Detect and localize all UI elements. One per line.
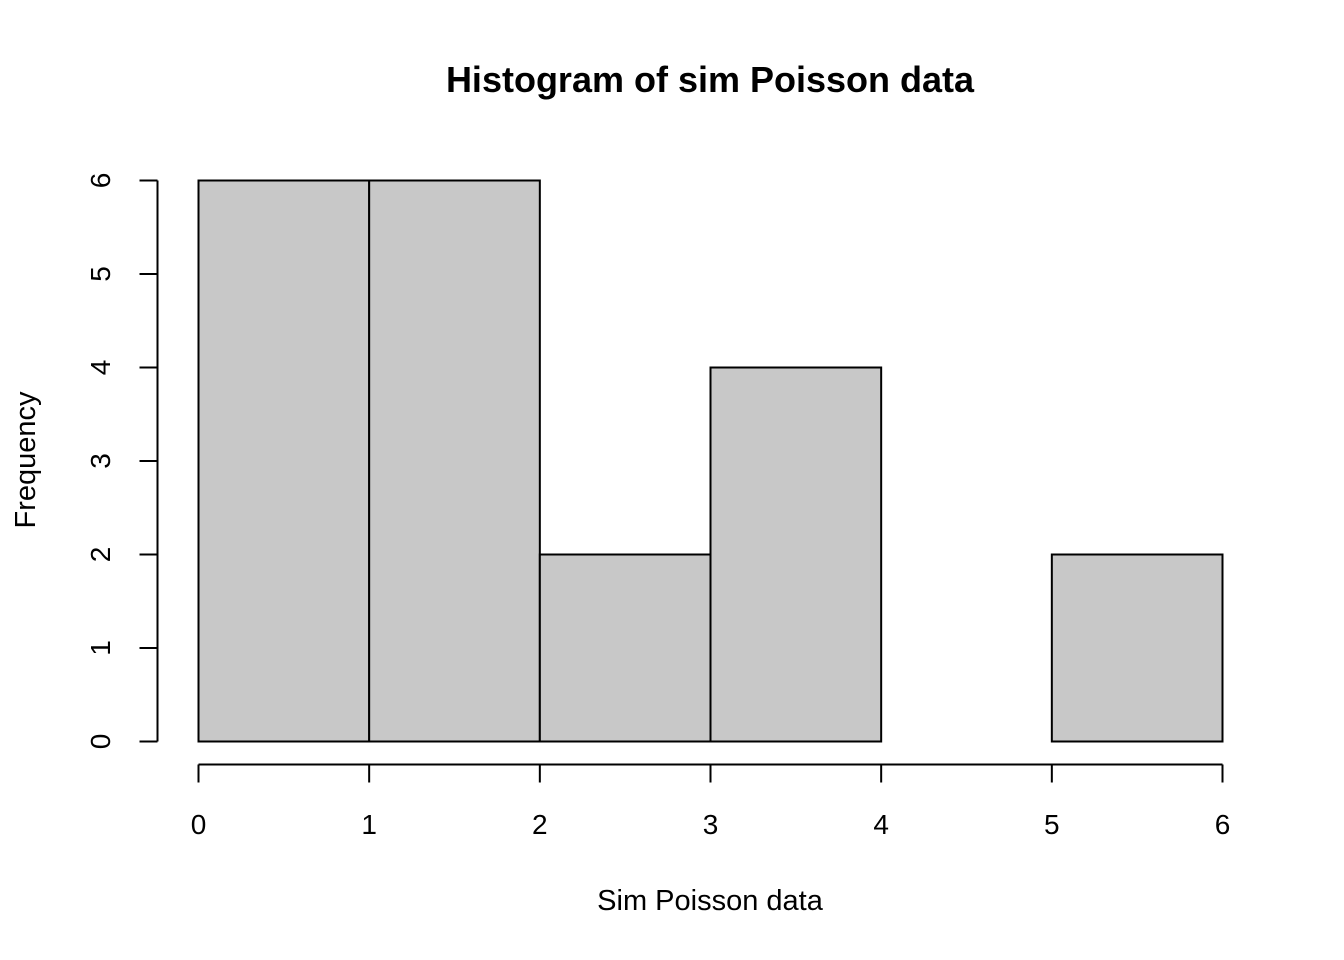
x-tick-label: 0 [191,809,207,840]
y-tick-label: 2 [85,547,116,563]
y-tick-label: 1 [85,640,116,656]
histogram-bar [368,179,541,743]
y-tick-label: 3 [85,453,116,469]
histogram-bar [709,366,883,743]
x-tick-label: 4 [873,809,889,840]
x-tick-label: 6 [1215,809,1231,840]
y-axis-label: Frequency [10,391,42,529]
y-tick-label: 5 [85,266,116,282]
chart-title: Histogram of sim Poisson data [446,59,975,100]
histogram-bar [1050,553,1224,743]
x-tick-label: 5 [1044,809,1060,840]
y-tick-label: 6 [85,173,116,189]
y-tick-label: 0 [85,734,116,750]
bars-group [197,179,1224,743]
histogram-bar [538,553,712,743]
x-tick-label: 1 [361,809,377,840]
y-axis: 0 1 2 3 4 5 6 [85,173,159,750]
x-axis-label: Sim Poisson data [597,885,824,917]
y-tick-label: 4 [85,360,116,376]
x-tick-label: 2 [532,809,548,840]
x-axis: 0 1 2 3 4 5 6 [191,763,1231,840]
histogram-bar [197,179,371,743]
x-tick-label: 3 [703,809,719,840]
